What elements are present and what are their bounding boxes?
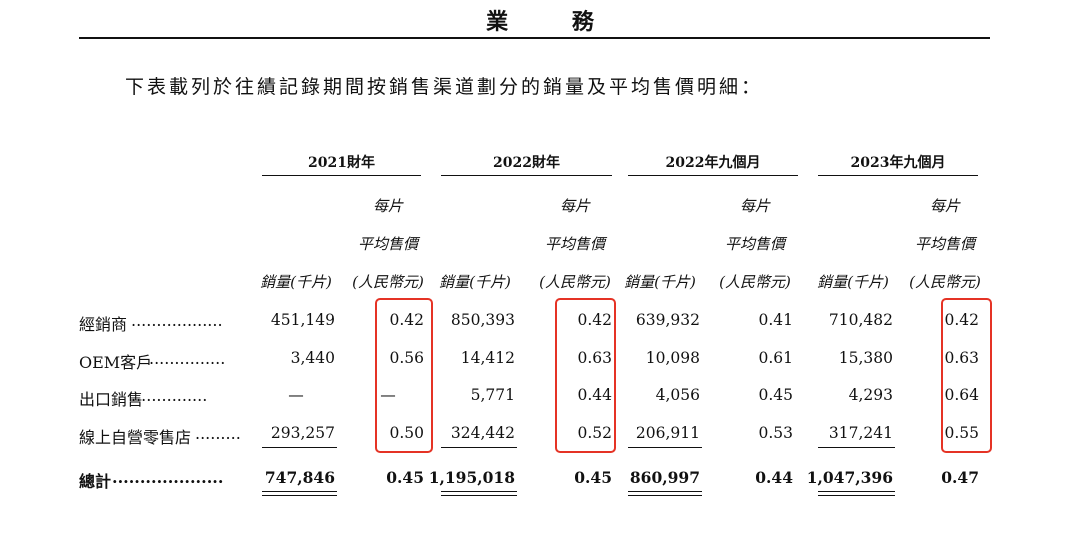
table-cell: 0.53 [758, 424, 793, 442]
row-leader: ............... [149, 349, 226, 368]
table-cell: 0.61 [758, 349, 793, 367]
total-cell: 0.45 [386, 468, 424, 487]
table-cell: 0.64 [944, 386, 979, 404]
table-cell: 0.42 [944, 311, 979, 329]
row-label: 出口銷售 [79, 390, 144, 409]
table-cell: 14,412 [460, 349, 515, 367]
table-cell: 0.50 [389, 424, 424, 442]
table-cell: 0.55 [944, 424, 979, 442]
table-cell: 293,257 [270, 424, 335, 442]
period-header-rule [818, 175, 978, 176]
row-label: 線上自營零售店 [79, 428, 192, 447]
price-subheader: 每片 [929, 197, 960, 215]
total-cell: 0.45 [574, 468, 612, 487]
volume-subheader: 銷量(千片) [260, 273, 332, 291]
title-rule [79, 37, 990, 39]
period-header-rule [441, 175, 612, 176]
row-leader: .................. [131, 311, 223, 330]
table-cell: — [380, 386, 396, 404]
total-cell: 0.44 [755, 468, 793, 487]
total-label: 總計 [79, 472, 112, 491]
total-cell: 1,195,018 [428, 468, 515, 487]
total-double-rule [628, 491, 702, 492]
row-leader: ......... [195, 424, 241, 443]
price-subheader: (人民幣元) [539, 273, 611, 291]
period-header: 2022年九個月 [665, 155, 761, 171]
table-cell: 0.45 [758, 386, 793, 404]
total-double-rule [441, 495, 517, 496]
table-cell: 3,440 [290, 349, 335, 367]
table-cell: 0.42 [577, 311, 612, 329]
total-double-rule [262, 491, 337, 492]
total-cell: 860,997 [629, 468, 700, 487]
total-cell: 0.47 [941, 468, 979, 487]
table-cell: 0.52 [577, 424, 612, 442]
volume-subheader: 銷量(千片) [817, 273, 889, 291]
price-subheader: 每片 [739, 197, 770, 215]
row-label: OEM客戶 [79, 353, 153, 372]
table-cell: 324,442 [450, 424, 515, 442]
volume-subheader: 銷量(千片) [439, 273, 511, 291]
table-cell: 710,482 [828, 311, 893, 329]
table-cell: 0.44 [577, 386, 612, 404]
table-cell: 850,393 [450, 311, 515, 329]
highlight-box [941, 298, 992, 453]
price-subheader: (人民幣元) [352, 273, 424, 291]
table-cell: 0.63 [944, 349, 979, 367]
table-cell: 5,771 [470, 386, 515, 404]
total-double-rule [818, 491, 895, 492]
intro-text: 下表載列於往績記錄期間按銷售渠道劃分的銷量及平均售價明細： [125, 76, 764, 98]
table-cell: 10,098 [645, 349, 700, 367]
table-cell: 206,911 [635, 424, 700, 442]
total-double-rule [262, 495, 337, 496]
total-leader: .................... [112, 468, 224, 487]
price-subheader: 平均售價 [724, 235, 785, 253]
row-leader: ............... [131, 386, 208, 405]
section-title: 業 務 [486, 9, 622, 35]
period-header-rule [262, 175, 421, 176]
table-cell: 15,380 [838, 349, 893, 367]
highlight-box [375, 298, 433, 453]
table-cell: 0.63 [577, 349, 612, 367]
table-cell: 4,056 [655, 386, 700, 404]
price-subheader: 平均售價 [357, 235, 418, 253]
subtotal-rule [628, 447, 702, 448]
subtotal-rule [818, 447, 895, 448]
subtotal-rule [262, 447, 337, 448]
total-cell: 747,846 [264, 468, 335, 487]
subtotal-rule [441, 447, 517, 448]
row-label: 經銷商 [79, 315, 128, 334]
table-cell: 4,293 [848, 386, 893, 404]
table-cell: — [288, 386, 304, 404]
price-subheader: 每片 [372, 197, 403, 215]
period-header-rule [628, 175, 798, 176]
total-double-rule [628, 495, 702, 496]
period-header: 2022財年 [493, 155, 560, 171]
price-subheader: 每片 [559, 197, 590, 215]
price-subheader: 平均售價 [544, 235, 605, 253]
highlight-box [555, 298, 616, 453]
table-cell: 451,149 [270, 311, 335, 329]
price-subheader: 平均售價 [914, 235, 975, 253]
table-cell: 0.56 [389, 349, 424, 367]
price-subheader: (人民幣元) [719, 273, 791, 291]
total-double-rule [441, 491, 517, 492]
period-header: 2023年九個月 [850, 155, 946, 171]
price-subheader: (人民幣元) [909, 273, 981, 291]
total-double-rule [818, 495, 895, 496]
volume-subheader: 銷量(千片) [624, 273, 696, 291]
table-cell: 639,932 [635, 311, 700, 329]
period-header: 2021財年 [308, 155, 375, 171]
total-cell: 1,047,396 [806, 468, 893, 487]
table-cell: 0.42 [389, 311, 424, 329]
table-cell: 317,241 [828, 424, 893, 442]
table-cell: 0.41 [758, 311, 793, 329]
